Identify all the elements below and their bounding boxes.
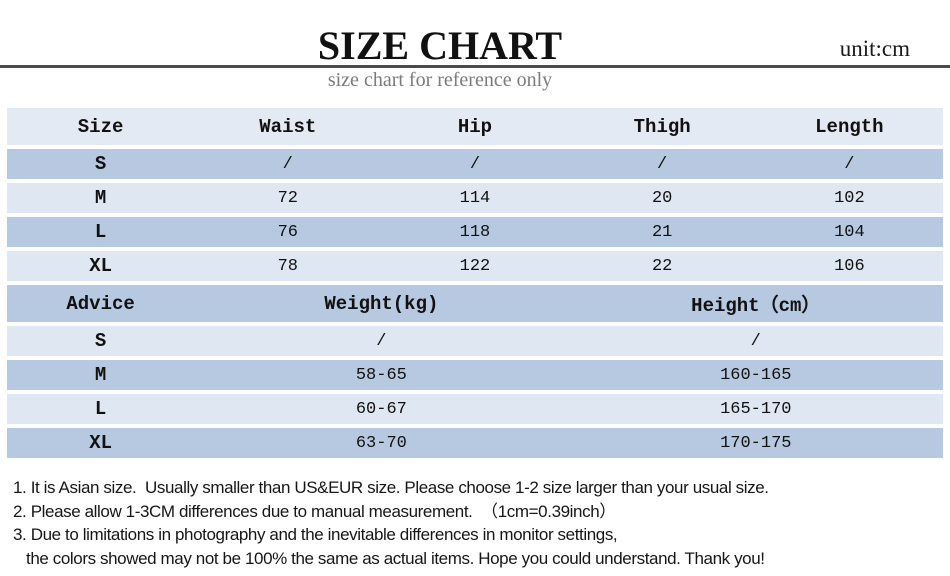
table-cell: 60-67 — [194, 394, 569, 424]
size-row-m: M 72 114 20 102 — [7, 183, 943, 213]
size-row-xl: XL 78 122 22 106 — [7, 251, 943, 281]
table-cell: 165-170 — [568, 394, 943, 424]
note-line-1: 1. It is Asian size. Usually smaller tha… — [13, 478, 769, 497]
note-line-2: 2. Please allow 1-3CM differences due to… — [13, 501, 616, 521]
table-cell: 58-65 — [194, 360, 569, 390]
page-title: SIZE CHART — [317, 23, 563, 68]
table-cell: 170-175 — [568, 428, 943, 458]
size-table-header-row: Size Waist Hip Thigh Length — [7, 108, 943, 145]
size-row-l: L 76 118 21 104 — [7, 217, 943, 247]
col-header-height: Height（cm） — [568, 285, 943, 322]
note-line-3: 3. Due to limitations in photography and… — [13, 525, 618, 544]
table-cell: L — [7, 394, 195, 424]
table-cell: 63-70 — [194, 428, 569, 458]
divider-rule — [0, 65, 950, 68]
col-header-weight: Weight(kg) — [194, 285, 569, 322]
table-cell: / — [568, 149, 756, 179]
table-cell: 20 — [568, 183, 756, 213]
size-row-s: S / / / / — [7, 149, 943, 179]
col-header-thigh: Thigh — [568, 108, 756, 145]
advice-header-row: Advice Weight(kg) Height（cm） — [7, 285, 943, 322]
table-cell: XL — [7, 428, 195, 458]
col-header-waist: Waist — [194, 108, 382, 145]
advice-row-s: S / / — [7, 326, 943, 356]
table-cell: 72 — [194, 183, 382, 213]
table-cell: 160-165 — [568, 360, 943, 390]
table-cell: S — [7, 326, 195, 356]
table-cell: 114 — [381, 183, 569, 213]
table-cell: 122 — [381, 251, 569, 281]
table-cell: / — [194, 326, 569, 356]
table-cell: L — [7, 217, 195, 247]
advice-row-m: M 58-65 160-165 — [7, 360, 943, 390]
col-header-advice: Advice — [7, 285, 195, 322]
col-header-length: Length — [755, 108, 943, 145]
table-cell: 118 — [381, 217, 569, 247]
notes-section: 1. It is Asian size. Usually smaller tha… — [13, 476, 943, 570]
advice-row-xl: XL 63-70 170-175 — [7, 428, 943, 458]
size-table: Size Waist Hip Thigh Length S / / / / M … — [7, 104, 943, 462]
note-line-4: the colors showed may not be 100% the sa… — [26, 548, 765, 568]
table-cell: / — [194, 149, 382, 179]
table-cell: M — [7, 183, 195, 213]
table-cell: 76 — [194, 217, 382, 247]
table-cell: / — [381, 149, 569, 179]
page-subtitle: size chart for reference only — [327, 69, 553, 91]
unit-label: unit:cm — [839, 36, 910, 61]
advice-row-l: L 60-67 165-170 — [7, 394, 943, 424]
table-cell: 102 — [755, 183, 943, 213]
table-cell: 106 — [755, 251, 943, 281]
table-cell: / — [755, 149, 943, 179]
table-cell: 104 — [755, 217, 943, 247]
col-header-hip: Hip — [381, 108, 569, 145]
table-cell: 78 — [194, 251, 382, 281]
table-cell: S — [7, 149, 195, 179]
table-cell: XL — [7, 251, 195, 281]
table-cell: / — [568, 326, 943, 356]
col-header-size: Size — [7, 108, 195, 145]
table-cell: M — [7, 360, 195, 390]
table-cell: 21 — [568, 217, 756, 247]
table-cell: 22 — [568, 251, 756, 281]
